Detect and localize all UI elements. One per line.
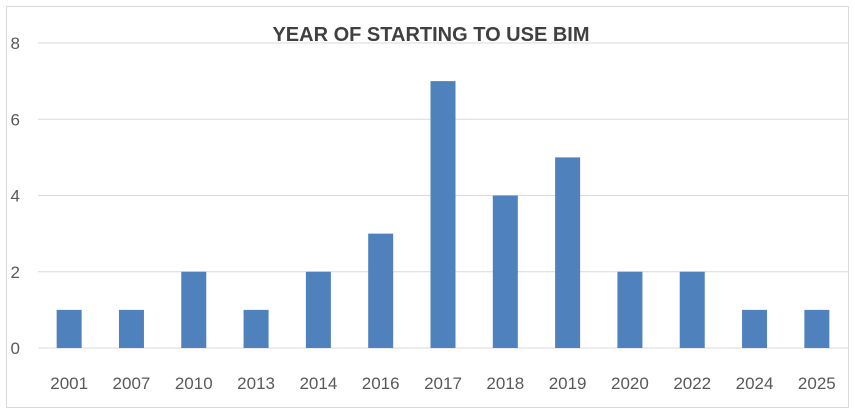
bar-2001	[56, 309, 82, 348]
bar-2024	[742, 309, 768, 348]
y-tick-label: 0	[11, 339, 20, 358]
bar-2025	[804, 309, 830, 348]
x-tick-label: 2013	[237, 374, 275, 393]
x-tick-label: 2022	[673, 374, 711, 393]
x-tick-label: 2024	[736, 374, 774, 393]
bar-2007	[118, 309, 144, 348]
x-tick-label: 2001	[50, 374, 88, 393]
bar-2016	[368, 233, 394, 348]
x-tick-label: 2016	[362, 374, 400, 393]
x-axis-ticks: 2001 2007 2010 2013 2014 2016 2017 2018 2019 2020…	[50, 374, 836, 393]
bar-2020	[617, 271, 643, 348]
x-tick-label: 2018	[486, 374, 524, 393]
y-tick-label: 8	[11, 34, 20, 53]
bar-2018	[492, 195, 518, 348]
y-axis-ticks: 0 2 4 6 8	[11, 34, 20, 358]
x-tick-label: 2025	[798, 374, 836, 393]
x-tick-label: 2007	[113, 374, 151, 393]
chart-title: YEAR OF STARTING TO USE BIM	[272, 24, 589, 46]
chart-frame	[6, 6, 849, 408]
x-tick-label: 2020	[611, 374, 649, 393]
bar-2010	[181, 271, 207, 348]
bar-2017	[430, 81, 456, 348]
y-tick-label: 2	[11, 263, 20, 282]
y-tick-label: 4	[11, 187, 20, 206]
bar-2022	[679, 271, 705, 348]
bars	[56, 81, 830, 348]
x-tick-label: 2019	[549, 374, 587, 393]
bar-2019	[555, 157, 581, 348]
y-tick-label: 6	[11, 110, 20, 129]
x-tick-label: 2010	[175, 374, 213, 393]
bar-2013	[243, 309, 269, 348]
x-tick-label: 2014	[299, 374, 337, 393]
bar-2014	[305, 271, 331, 348]
x-tick-label: 2017	[424, 374, 462, 393]
